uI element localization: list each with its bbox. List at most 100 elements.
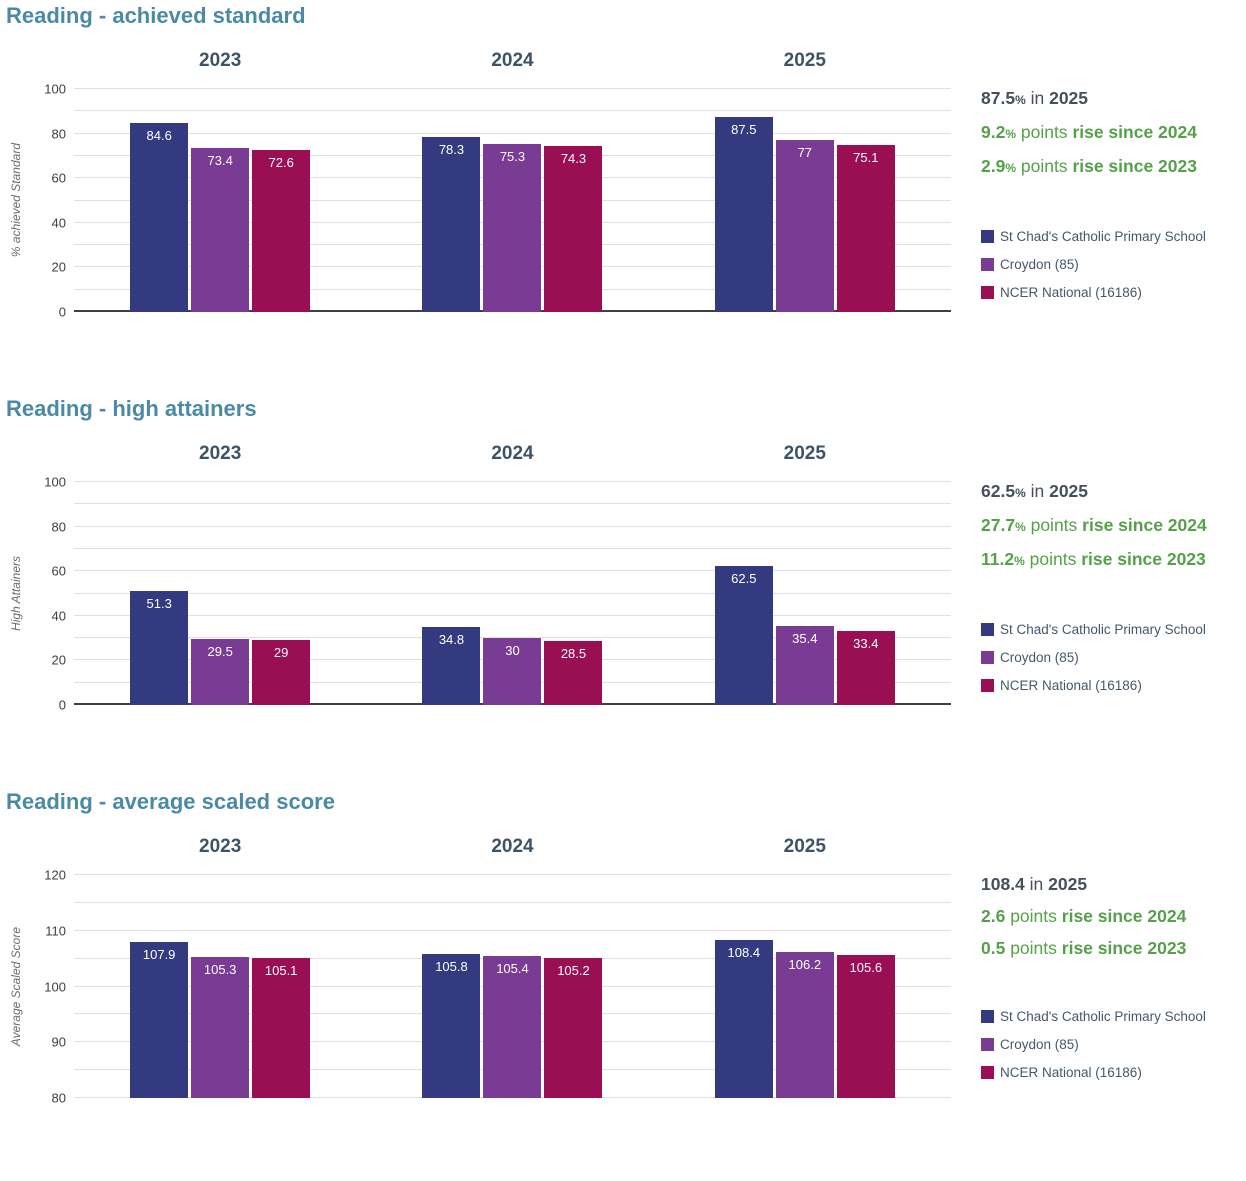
year-header: 2023 — [199, 443, 242, 464]
legend-label: NCER National (16186) — [1000, 1064, 1142, 1080]
bar-value-label: 78.3 — [438, 142, 465, 158]
legend-item: Croydon (85) — [981, 643, 1246, 671]
plot-area: 51.3 29.5 29 34.8 30 28.5 62.5 35.4 33.4 — [74, 481, 951, 705]
legend-swatch — [981, 1037, 994, 1051]
summary-change: 11.2% points rise since 2023 — [981, 543, 1246, 577]
y-tick-label: 0 — [58, 697, 66, 713]
gridline — [74, 88, 951, 89]
summary-value: 87.5 — [981, 88, 1016, 108]
legend-label: Croydon (85) — [1000, 1036, 1079, 1052]
y-axis-title: High Attainers — [9, 556, 23, 631]
bar: 75.3 — [483, 144, 542, 312]
bar-value-label: 72.6 — [268, 155, 294, 171]
bar-value-label: 105.3 — [203, 961, 237, 977]
legend-item: St Chad's Catholic Primary School — [981, 615, 1246, 643]
year-group-2025: 87.5 77 75.1 — [659, 89, 951, 312]
bar-chart: 2023 2024 2025 Average Scaled Score 80 90 10… — [6, 836, 951, 1106]
chart-title: Reading - achieved standard — [6, 3, 306, 28]
year-header: 2024 — [491, 836, 534, 857]
summary-value: 2.6 — [981, 906, 1006, 926]
section-high-attainers: Reading - high attainers 2023 2024 2025 Hi… — [6, 395, 1246, 713]
percent-sign: % — [1005, 161, 1016, 175]
legend-swatch — [981, 622, 994, 636]
bar-value-label: 35.4 — [792, 631, 818, 647]
bar: 75.1 — [836, 144, 895, 312]
bar: 74.3 — [544, 146, 603, 312]
year-header-row: 2023 2024 2025 — [74, 50, 951, 78]
summary-change: 27.7% points rise since 2024 — [981, 509, 1246, 543]
bar: 34.8 — [422, 627, 481, 705]
side-panel: 62.5% in 2025 27.7% points rise since 202… — [951, 443, 1246, 705]
summary-value: 108.4 — [981, 874, 1025, 894]
year-group-2025: 108.4 106.2 105.6 — [659, 875, 951, 1098]
legend-swatch — [981, 650, 994, 664]
gridline — [74, 525, 951, 527]
y-axis-title-column: High Attainers — [6, 482, 26, 705]
legend-label: NCER National (16186) — [1000, 677, 1142, 693]
legend-item: NCER National (16186) — [981, 278, 1246, 306]
bar-value-label: 87.5 — [731, 121, 757, 137]
summary-tail: 2025 — [1049, 88, 1089, 108]
gridline — [74, 592, 951, 594]
bar-value-label: 73.4 — [207, 153, 233, 169]
y-tick-label: 120 — [44, 867, 66, 883]
summary-change: 0.5 points rise since 2023 — [981, 932, 1246, 964]
bar-value-label: 33.4 — [853, 635, 879, 651]
plot-area: 107.9 105.3 105.1 105.8 105.4 105.2 108.4 106.2… — [74, 874, 951, 1098]
gridline — [74, 929, 951, 931]
y-tick-label: 20 — [51, 259, 66, 275]
legend-swatch — [981, 678, 994, 692]
y-tick-label: 80 — [51, 126, 66, 142]
summary-value: 9.2 — [981, 122, 1006, 142]
legend-label: Croydon (85) — [1000, 256, 1079, 272]
summary-tail: 2025 — [1049, 481, 1089, 501]
gridline — [74, 503, 951, 505]
bar: 105.1 — [252, 958, 311, 1098]
bar-value-label: 75.1 — [853, 149, 879, 165]
percent-sign: % — [1005, 127, 1016, 141]
legend-label: St Chad's Catholic Primary School — [1000, 228, 1206, 244]
gridline — [74, 637, 951, 639]
legend-item: Croydon (85) — [981, 250, 1246, 278]
chart-title: Reading - average scaled score — [6, 789, 335, 814]
legend: St Chad's Catholic Primary School Croydon… — [981, 1002, 1246, 1086]
year-header-row: 2023 2024 2025 — [74, 443, 951, 471]
bar: 105.2 — [544, 957, 603, 1098]
y-axis-title: % achieved Standard — [9, 143, 23, 258]
bar: 62.5 — [714, 565, 773, 705]
bar: 29.5 — [191, 639, 250, 705]
y-axis-title: Average Scaled Score — [9, 926, 23, 1047]
y-axis-title-column: Average Scaled Score — [6, 875, 26, 1098]
summary-value: 0.5 — [981, 938, 1006, 958]
legend: St Chad's Catholic Primary School Croydon… — [981, 615, 1246, 699]
summary-connector: in — [1025, 88, 1050, 108]
bar-value-label: 62.5 — [731, 570, 757, 586]
side-panel: 108.4 in 2025 2.6 points rise since 2024 0… — [951, 836, 1246, 1098]
legend-label: Croydon (85) — [1000, 649, 1079, 665]
year-header: 2024 — [491, 50, 534, 71]
bar: 35.4 — [775, 626, 834, 705]
legend-swatch — [981, 285, 994, 299]
legend-label: NCER National (16186) — [1000, 284, 1142, 300]
y-tick-label: 60 — [51, 170, 66, 186]
y-tick-label: 100 — [44, 474, 66, 490]
summary-tail: rise since 2024 — [1082, 515, 1207, 535]
y-tick-label: 0 — [58, 304, 66, 320]
y-axis-ticks: 0 20 40 60 80 100 — [26, 475, 74, 713]
summary-value: 27.7 — [981, 515, 1016, 535]
y-tick-label: 80 — [51, 519, 66, 535]
summary-value: 62.5 — [981, 481, 1016, 501]
summary-tail: rise since 2023 — [1061, 938, 1187, 958]
bar-value-label: 105.4 — [496, 961, 529, 977]
bar: 105.3 — [191, 956, 250, 1098]
bar: 72.6 — [252, 150, 311, 312]
summary: 87.5% in 2025 9.2% points rise since 2024… — [981, 82, 1246, 184]
gridline — [74, 874, 951, 875]
bar: 77 — [775, 140, 834, 312]
summary-connector: in — [1025, 481, 1050, 501]
summary-headline: 108.4 in 2025 — [981, 868, 1246, 900]
gridline — [74, 481, 951, 482]
summary-change: 2.9% points rise since 2023 — [981, 150, 1246, 184]
bar-value-label: 51.3 — [146, 595, 172, 611]
legend-item: Croydon (85) — [981, 1030, 1246, 1058]
